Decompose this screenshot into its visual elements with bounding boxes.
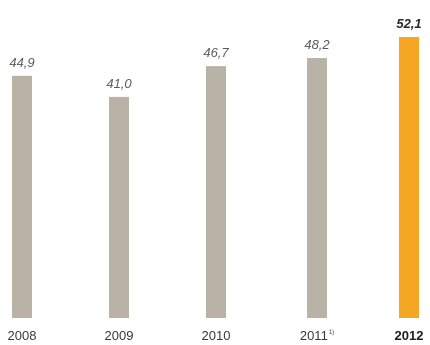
bar-2010 [206,66,226,319]
value-labels-group: 44,9 41,0 46,7 48,2 52,1 [9,16,421,91]
category-label-2011: 20111) [300,328,334,343]
category-label-2009: 2009 [105,328,134,343]
category-label-2008: 2008 [8,328,37,343]
value-label-2009: 41,0 [106,76,132,91]
bar-2011 [307,58,327,319]
category-labels-group: 2008 2009 2010 20111) 2012 [8,328,424,343]
category-label-2012: 2012 [395,328,424,343]
value-label-2008: 44,9 [9,55,34,70]
category-label-text: 2011 [300,328,328,343]
bars-group [12,37,419,319]
category-label-text: 2009 [105,328,134,343]
value-label-2012: 52,1 [396,16,421,31]
category-label-text: 2010 [202,328,231,343]
category-label-2010: 2010 [202,328,231,343]
value-label-2011: 48,2 [304,37,330,52]
bar-2012 [399,37,419,318]
bar-2009 [109,96,129,319]
bar-2008 [12,75,32,319]
footnote-marker: 1) [329,330,334,336]
category-label-text: 2008 [8,328,37,343]
value-label-2010: 46,7 [203,45,229,60]
category-label-text: 2012 [395,328,424,343]
